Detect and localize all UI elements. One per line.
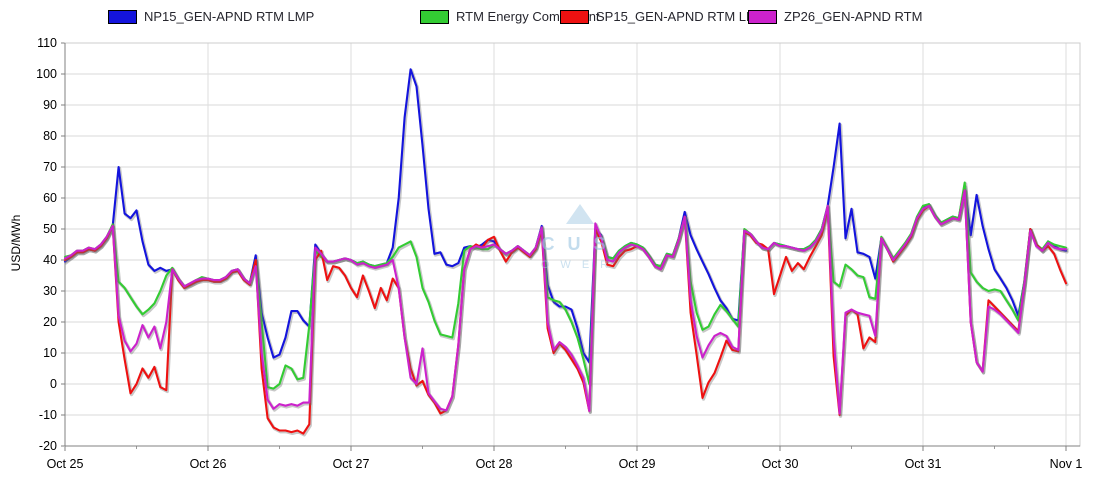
legend-label-sp15: SP15_GEN-APND RTM LMP — [596, 9, 766, 24]
chart-legend: NP15_GEN-APND RTM LMP RTM Energy Compone… — [0, 0, 1100, 32]
y-tick-label-40: 40 — [43, 253, 57, 267]
x-tick-label-Oct-31: Oct 31 — [905, 457, 942, 471]
legend-label-np15: NP15_GEN-APND RTM LMP — [144, 9, 315, 24]
y-tick-label-0: 0 — [50, 377, 57, 391]
legend-item-sp15[interactable]: SP15_GEN-APND RTM LMP — [560, 9, 766, 24]
y-tick-label-110: 110 — [37, 36, 57, 50]
series-shadow-3 — [64, 190, 1069, 417]
y-tick-label--10: -10 — [39, 408, 57, 422]
y-tick-label-30: 30 — [43, 284, 57, 298]
plot-border — [64, 42, 1081, 447]
y-tick-label--20: -20 — [39, 439, 57, 453]
y-tick-label-100: 100 — [36, 67, 57, 81]
series-line-rtm-energy-component — [63, 181, 1068, 390]
series-line-np15 — [63, 68, 1068, 364]
x-tick-label-Oct-30: Oct 30 — [762, 457, 799, 471]
legend-label-zp26: ZP26_GEN-APND RTM — [784, 9, 923, 24]
y-tick-label-50: 50 — [43, 222, 57, 236]
y-tick-label-90: 90 — [43, 98, 57, 112]
legend-swatch-rtm-energy — [420, 9, 449, 24]
x-tick-label-Oct-29: Oct 29 — [619, 457, 656, 471]
y-tick-label-80: 80 — [43, 129, 57, 143]
x-tick-label-Oct-27: Oct 27 — [333, 457, 370, 471]
legend-swatch-sp15 — [560, 9, 589, 24]
y-tick-label-70: 70 — [43, 160, 57, 174]
legend-swatch-np15 — [108, 9, 137, 24]
legend-item-np15[interactable]: NP15_GEN-APND RTM LMP — [108, 9, 314, 24]
legend-swatch-zp26 — [748, 9, 777, 24]
x-tick-label-Oct-25: Oct 25 — [47, 457, 84, 471]
x-tick-label-Oct-28: Oct 28 — [476, 457, 513, 471]
series-line-zp26 — [63, 189, 1068, 415]
y-tick-label-60: 60 — [43, 191, 57, 205]
y-axis-title: USD/MWh — [9, 214, 23, 272]
x-tick-label-Oct-26: Oct 26 — [190, 457, 227, 471]
y-tick-label-20: 20 — [43, 315, 57, 329]
legend-item-zp26[interactable]: ZP26_GEN-APND RTM — [748, 9, 922, 24]
x-tick-label-Nov-1: Nov 1 — [1050, 457, 1083, 471]
y-tick-label-10: 10 — [43, 346, 57, 360]
